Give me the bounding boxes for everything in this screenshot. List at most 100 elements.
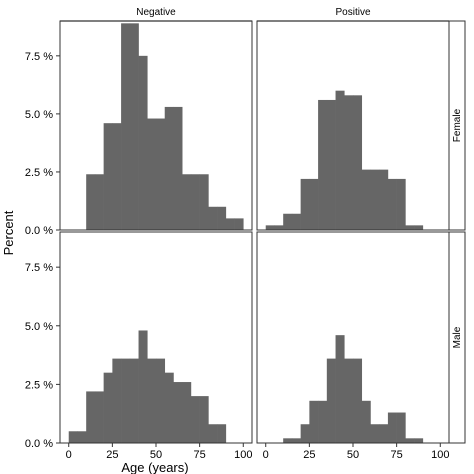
histogram-bar (147, 118, 157, 230)
histogram-bar (309, 178, 319, 230)
histogram-bar (103, 123, 113, 230)
y-tick-label: 5.0 % (25, 321, 53, 333)
histogram-bar (291, 438, 301, 443)
histogram-bar (86, 391, 96, 443)
column-strip-label: Negative (136, 7, 176, 18)
histogram-bar (344, 358, 354, 443)
histogram-bar (379, 169, 389, 230)
histogram-bar (199, 174, 209, 230)
histogram-bar (77, 431, 87, 443)
histogram-bar (208, 206, 218, 230)
histogram-bar (414, 438, 424, 443)
facet-panels: Negative Positive Female Male 0.0 % 2.5 % 5.0 … (25, 0, 466, 461)
x-tick-label: 75 (391, 449, 403, 461)
histogram-bar (274, 225, 284, 230)
histogram-bar (370, 169, 380, 230)
histogram-bar (326, 358, 336, 443)
histogram-bar (396, 178, 406, 230)
x-tick-label: 100 (234, 449, 252, 461)
histogram-bar (112, 123, 122, 230)
histogram-bar (147, 358, 157, 443)
y-tick-label: 7.5 % (25, 262, 53, 274)
histogram-bar (190, 174, 200, 230)
y-axis-title: Percent (1, 210, 16, 255)
histogram-bar (112, 358, 122, 443)
histogram-bar (86, 174, 96, 230)
x-tick-label: 50 (347, 449, 359, 461)
histogram-bar (199, 396, 209, 443)
histogram-bar (405, 438, 415, 443)
histogram-bar (173, 106, 183, 230)
histogram-bar (94, 174, 104, 230)
histogram-bar (335, 90, 345, 231)
histogram-bar (234, 218, 244, 230)
histogram-bar (300, 178, 310, 230)
histogram-bar (414, 225, 424, 230)
histogram-bar (225, 218, 235, 230)
panel-negative-female: 0.0 % 2.5 % 5.0 % 7.5 % (25, 20, 253, 237)
histogram-bar (182, 174, 192, 230)
y-tick-label: 2.5 % (25, 379, 53, 391)
histogram-bar (182, 382, 192, 443)
histogram-bar (396, 412, 406, 443)
y-tick-label: 5.0 % (25, 109, 53, 121)
histogram-bar (387, 412, 397, 443)
x-tick-label: 50 (150, 449, 162, 461)
y-tick-label: 0.0 % (25, 438, 53, 450)
histogram-bar (121, 23, 131, 231)
row-strip-label: Female (452, 108, 463, 142)
histogram-bar (68, 431, 78, 443)
histogram-bar (138, 330, 148, 443)
panel-positive-male: 0 25 50 75 100 (256, 231, 450, 461)
x-tick-label: 0 (66, 449, 72, 461)
histogram-bar (190, 396, 200, 443)
panel-negative-male: 0.0 % 2.5 % 5.0 % 7.5 % 0 25 50 75 100 (25, 231, 253, 461)
histogram-bar (164, 372, 174, 443)
x-tick-label: 0 (263, 449, 269, 461)
histogram-bar (121, 358, 131, 443)
panel-positive-female (256, 20, 450, 231)
x-tick-label: 25 (106, 449, 118, 461)
histogram-bar (361, 169, 371, 230)
histogram-bar (379, 424, 389, 443)
histogram-bar (300, 424, 310, 443)
histogram-bar (173, 382, 183, 443)
histogram-bar (361, 400, 371, 443)
histogram-bar (370, 424, 380, 443)
column-strip-positive (257, 0, 449, 21)
histogram-bar (344, 95, 354, 230)
histogram-bar (156, 358, 166, 443)
histogram-bar (335, 335, 345, 443)
histogram-bar (309, 400, 319, 443)
histogram-bar (291, 213, 301, 230)
histogram-bar (217, 424, 227, 443)
histogram-bar (405, 225, 415, 230)
column-strip-label: Positive (335, 7, 370, 18)
histogram-bar (318, 99, 328, 230)
histogram-bar (217, 206, 227, 230)
histogram-bar (265, 225, 275, 230)
histogram-bar (164, 106, 174, 230)
histogram-bar (156, 118, 166, 230)
histogram-bar (353, 95, 363, 230)
histogram-bar (94, 391, 104, 443)
x-tick-label: 75 (194, 449, 206, 461)
histogram-bar (208, 424, 218, 443)
y-tick-label: 0.0 % (25, 225, 53, 237)
histogram-bar (326, 99, 336, 230)
histogram-bar (387, 178, 397, 230)
column-strip-negative (60, 0, 252, 21)
y-tick-label: 7.5 % (25, 51, 53, 63)
x-tick-label: 100 (431, 449, 449, 461)
histogram-bar (283, 438, 293, 443)
histogram-bar (103, 372, 113, 443)
x-axis-title: Age (years) (121, 460, 188, 474)
histogram-bar (283, 213, 293, 230)
histogram-bar (129, 358, 139, 443)
histogram-bar (353, 358, 363, 443)
x-tick-label: 25 (303, 449, 315, 461)
histogram-bar (318, 400, 328, 443)
histogram-bar (138, 55, 148, 231)
y-tick-label: 2.5 % (25, 167, 53, 179)
